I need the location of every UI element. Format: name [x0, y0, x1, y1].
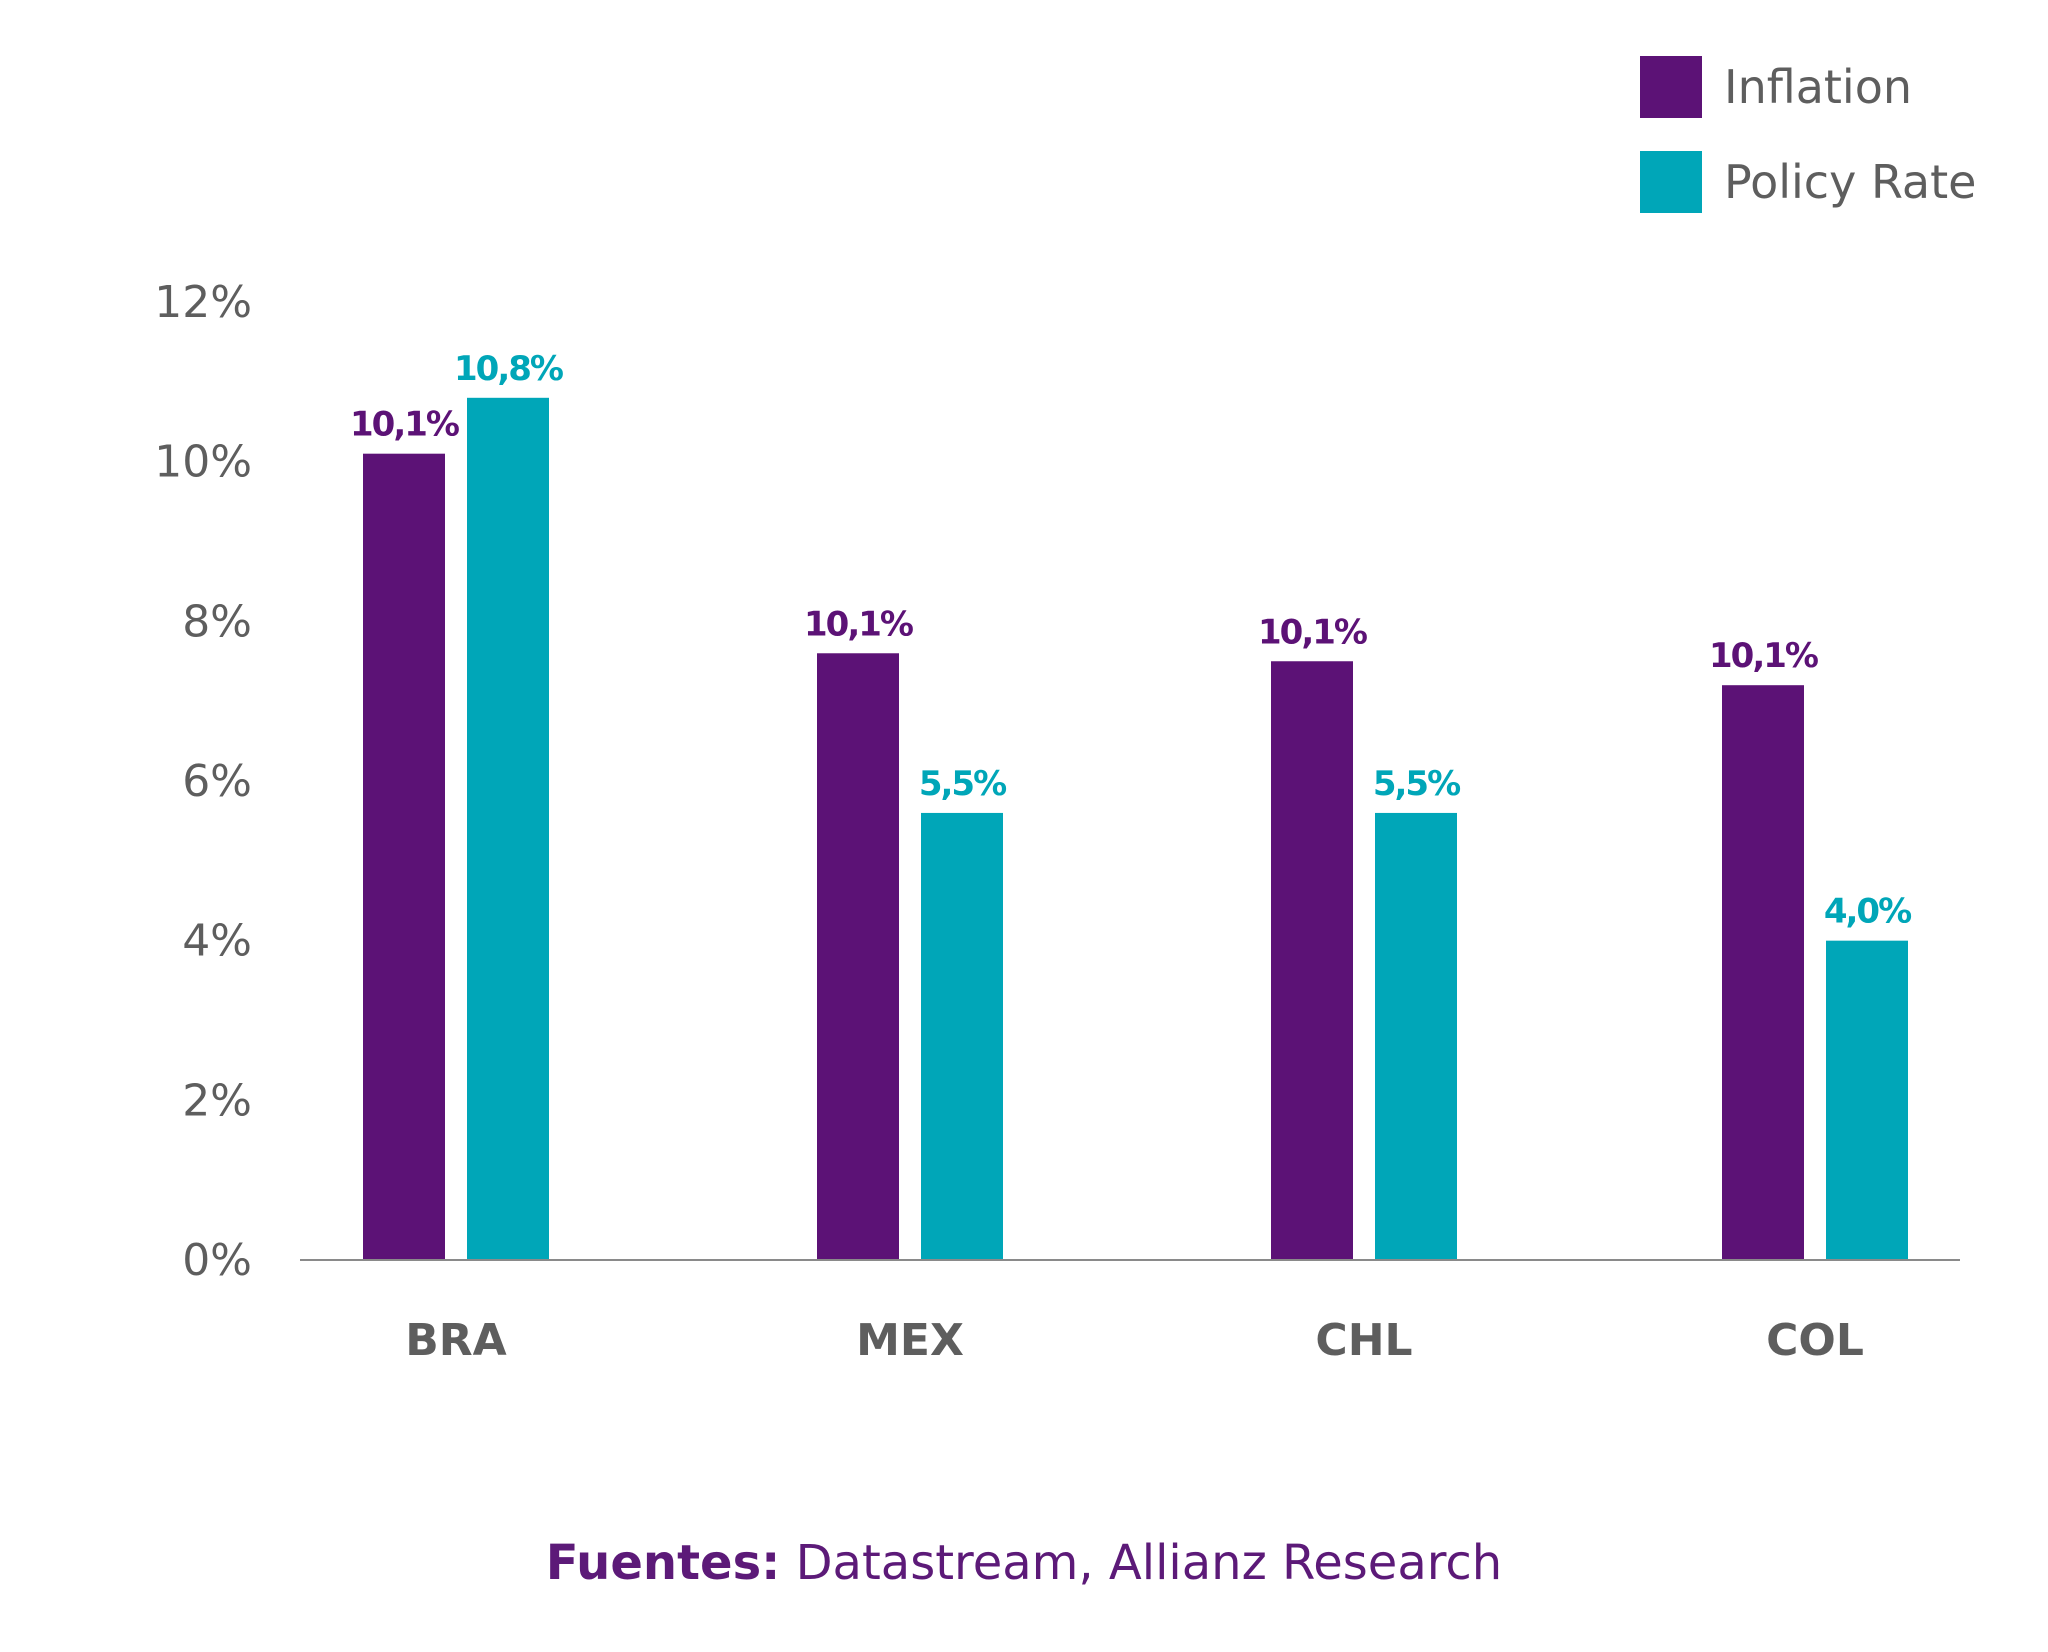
data-label: 10,8% [454, 349, 563, 389]
y-tick-label: 2% [182, 1075, 252, 1126]
legend-swatch [1640, 56, 1702, 118]
bar [1271, 661, 1353, 1260]
legend-label: Policy Rate [1724, 155, 1976, 209]
data-label: 10,1% [1709, 636, 1818, 676]
x-tick-label: BRA [405, 1315, 506, 1366]
y-tick-label: 8% [182, 596, 252, 647]
y-tick-label: 0% [182, 1235, 252, 1286]
y-tick-label: 12% [154, 277, 252, 328]
source-note: Fuentes: Datastream, Allianz Research [0, 1535, 2048, 1591]
bar [1826, 940, 1908, 1260]
bar [467, 397, 549, 1260]
y-tick-label: 10% [154, 437, 252, 488]
bar [817, 653, 899, 1260]
legend-label: Inflation [1724, 60, 1912, 114]
data-label: 5,5% [919, 764, 1006, 804]
y-tick-label: 6% [182, 756, 252, 807]
data-label: 4,0% [1824, 892, 1911, 932]
legend-swatch [1640, 151, 1702, 213]
legend: Inflation Policy Rate [1640, 56, 1976, 213]
x-tick-label: COL [1766, 1315, 1864, 1366]
bars [363, 397, 1908, 1260]
data-label: 10,1% [350, 405, 459, 445]
data-label: 5,5% [1373, 764, 1460, 804]
x-axis: BRA MEX CHL COL [405, 1315, 1864, 1366]
bar [1375, 812, 1457, 1260]
x-tick-label: MEX [856, 1315, 964, 1366]
bar [921, 812, 1003, 1260]
source-text: Datastream, Allianz Research [780, 1535, 1503, 1591]
y-tick-label: 4% [182, 916, 252, 967]
data-label: 10,1% [1258, 612, 1367, 652]
x-tick-label: CHL [1315, 1315, 1412, 1366]
data-label: 10,1% [804, 604, 913, 644]
bar [1722, 685, 1804, 1260]
y-axis: 0% 2% 4% 6% 8% 10% 12% [154, 277, 252, 1286]
data-labels: 10,1% 10,8% 10,1% 5,5% 10,1% 5,5% 10,1% 4,0% [350, 349, 1913, 932]
source-label: Fuentes: [545, 1535, 781, 1591]
bar [363, 453, 445, 1260]
